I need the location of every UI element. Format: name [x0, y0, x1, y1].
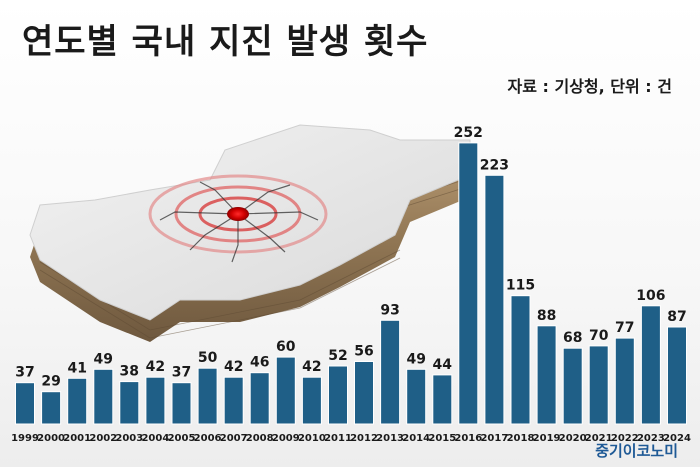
value-label-2020: 68	[563, 330, 582, 346]
x-tick-2001: 2001	[63, 433, 91, 444]
bar-2001	[67, 377, 88, 425]
value-label-2016: 252	[454, 125, 483, 141]
bar-2021	[588, 345, 609, 425]
value-label-2014: 49	[406, 351, 425, 367]
x-tick-2007: 2007	[220, 433, 248, 444]
x-tick-2005: 2005	[168, 433, 196, 444]
bar-2010	[301, 376, 322, 425]
bar-2024	[667, 326, 687, 425]
x-tick-2014: 2014	[402, 433, 430, 444]
bar-2005	[171, 382, 192, 425]
bar-2014	[406, 368, 427, 425]
value-label-2000: 29	[41, 374, 60, 390]
x-tick-2008: 2008	[246, 433, 274, 444]
brand-logo-text: 중기이코노미	[595, 442, 678, 460]
value-label-2022: 77	[615, 320, 634, 336]
bar-2013	[380, 319, 401, 425]
value-label-2001: 41	[67, 360, 86, 376]
bar-2016	[458, 142, 479, 425]
value-label-1999: 37	[15, 365, 34, 381]
value-label-2006: 50	[198, 350, 218, 366]
value-label-2015: 44	[433, 357, 453, 373]
x-tick-2003: 2003	[115, 433, 143, 444]
bar-2002	[93, 368, 114, 425]
bar-2015	[432, 374, 453, 425]
value-label-2018: 115	[506, 278, 535, 294]
value-label-2012: 56	[354, 344, 373, 360]
x-tick-2022: 2022	[611, 433, 639, 444]
value-label-2007: 42	[224, 359, 243, 375]
bar-1999	[15, 382, 35, 425]
value-label-2004: 42	[146, 359, 165, 375]
bar-2009	[275, 356, 296, 425]
bar-2003	[119, 381, 140, 425]
bar-2000	[41, 391, 62, 425]
x-tick-2021: 2021	[585, 433, 613, 444]
x-tick-2000: 2000	[37, 433, 65, 444]
value-label-2017: 223	[480, 157, 509, 173]
value-label-2024: 87	[667, 309, 686, 325]
x-tick-2004: 2004	[141, 433, 169, 444]
bar-2018	[510, 295, 531, 425]
bar-2006	[197, 367, 218, 425]
bar-2004	[145, 376, 166, 425]
value-label-2002: 49	[94, 351, 113, 367]
x-tick-2006: 2006	[194, 433, 222, 444]
x-tick-2009: 2009	[272, 433, 300, 444]
bar-2012	[354, 361, 374, 425]
bar-2017	[484, 174, 505, 425]
source-note: 자료 : 기상청, 단위 : 건	[507, 77, 673, 96]
x-tick-2010: 2010	[298, 433, 326, 444]
value-label-2009: 60	[276, 339, 296, 355]
value-label-2013: 93	[380, 302, 399, 318]
value-label-2005: 37	[172, 365, 191, 381]
x-tick-2015: 2015	[428, 433, 456, 444]
value-label-2010: 42	[302, 359, 321, 375]
bar-2022	[614, 337, 635, 425]
x-tick-2018: 2018	[507, 433, 535, 444]
value-label-2003: 38	[120, 364, 139, 380]
x-tick-2023: 2023	[637, 433, 665, 444]
bar-2011	[328, 365, 348, 425]
bar-2007	[223, 376, 244, 425]
value-label-2008: 46	[250, 355, 269, 371]
x-tick-2011: 2011	[324, 433, 352, 444]
x-tick-2016: 2016	[454, 433, 482, 444]
bar-2008	[249, 372, 270, 425]
chart-title: 연도별 국내 지진 발생 횟수	[22, 22, 429, 62]
value-label-2011: 52	[328, 348, 347, 364]
value-label-2023: 106	[636, 288, 665, 304]
x-tick-2012: 2012	[350, 433, 378, 444]
bar-2020	[562, 347, 583, 425]
x-tick-2017: 2017	[480, 433, 508, 444]
value-label-2019: 88	[537, 308, 556, 324]
bar-2019	[536, 325, 557, 425]
x-tick-2013: 2013	[376, 433, 404, 444]
value-label-2021: 70	[589, 328, 609, 344]
bar-2023	[640, 305, 661, 425]
x-tick-2020: 2020	[559, 433, 587, 444]
x-tick-2019: 2019	[533, 433, 561, 444]
x-tick-1999: 1999	[11, 433, 39, 444]
x-tick-2024: 2024	[663, 433, 691, 444]
x-tick-2002: 2002	[89, 433, 117, 444]
